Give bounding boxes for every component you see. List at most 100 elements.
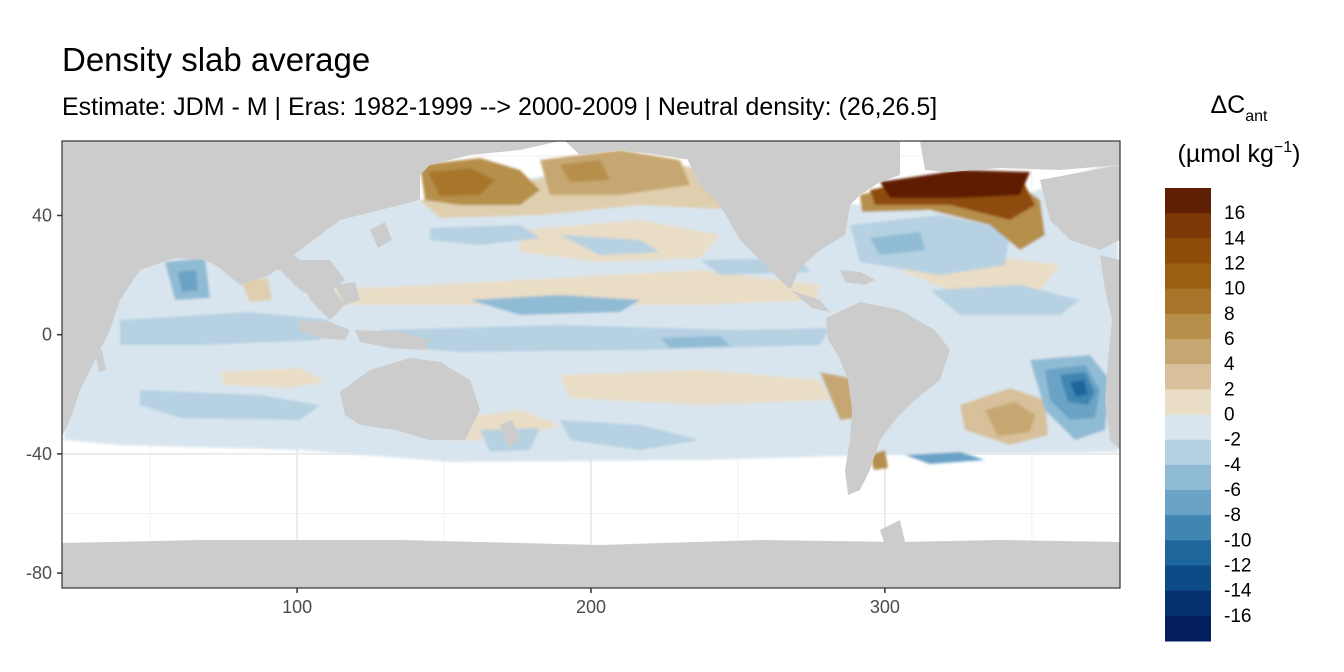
legend-label: 16 [1224,203,1245,224]
legend-swatch [1165,389,1211,415]
legend-label: 8 [1224,304,1235,325]
land-japan [370,222,392,248]
land-kamchatka [400,141,560,200]
land-madagascar [95,350,106,372]
x-tick-label: 200 [576,597,606,617]
chile-tan [820,372,856,420]
land-africa-north [62,141,420,436]
atlantic-sub-blue-2 [870,232,925,255]
legend-title-main: ΔC [1210,91,1245,119]
land-new-zealand [500,420,520,448]
npac-mid [560,160,610,182]
legend-swatch [1165,213,1211,239]
land-alaska [565,141,700,160]
legend-label: -2 [1224,430,1241,451]
npac-tan-east [540,150,690,195]
legend-swatch [1165,565,1211,592]
chart-subtitle: Estimate: JDM - M | Eras: 1982-1999 --> … [62,93,938,121]
land-south-america [826,302,950,495]
land-caribbean [840,270,875,285]
land-antarctic-peninsula [880,520,905,545]
legend-swatch [1165,439,1211,466]
land-antarctica [62,540,1120,588]
land-indonesia-2 [355,330,430,350]
x-tick-label: 300 [870,597,900,617]
land-north-america [680,141,900,312]
land-greenland [920,141,1120,172]
atlantic-sub-blue [850,215,1010,275]
legend-label: 12 [1224,254,1245,275]
legend: ΔCant (µmol kg−1) 16 14 12 10 8 6 4 2 0 -2 -4 -6 -8 -… [1165,91,1300,642]
arabian-blue-dark [178,270,198,292]
legend-label: -14 [1224,581,1252,602]
n-pacific-blue-2 [560,235,660,255]
legend-label: -12 [1224,556,1251,577]
legend-swatch [1165,414,1211,441]
south-atlantic-east-core [1070,380,1088,397]
legend-swatch [1165,515,1211,541]
legend-unit-sup: −1 [1274,139,1292,156]
legend-swatch [1165,615,1211,642]
legend-unit-suffix: ) [1292,140,1300,168]
legend-swatch [1165,464,1211,491]
natl-brown-core [880,170,1030,198]
legend-label: -16 [1224,606,1251,627]
legend-swatch [1165,313,1211,340]
land-indonesia-1 [300,320,350,340]
legend-swatch [1165,540,1211,566]
legend-swatch [1165,490,1211,516]
map-panel [62,141,1120,588]
npac-brown-dark [428,168,495,196]
y-tick-label: -40 [26,444,52,464]
legend-label: -4 [1224,455,1241,476]
s-pacific-blue [560,420,700,450]
atlantic-trop-blue [930,285,1080,315]
land [62,141,1120,588]
y-tick-label: 40 [32,206,52,226]
y-tick-label: -80 [26,563,52,583]
n-pacific-blue [430,225,540,245]
legend-title-sub: ant [1245,108,1268,125]
legend-label: 2 [1224,379,1235,400]
south-indian-tan [220,368,325,388]
southern-edge-blue [905,452,985,464]
legend-title: ΔCant [1210,91,1268,125]
legend-label: 10 [1224,279,1245,300]
south-atlantic-tan-2 [985,402,1035,436]
x-tick-label: 100 [282,597,312,617]
legend-swatch [1165,263,1211,290]
legend-label: 0 [1224,405,1235,426]
legend-label: 4 [1224,354,1235,375]
land-australia [340,358,480,440]
land-indochina [300,275,345,320]
legend-label: 14 [1224,228,1246,249]
y-tick-label: 0 [42,325,52,345]
south-pacific-tan [560,370,830,405]
legend-label: 6 [1224,329,1235,350]
legend-unit-prefix: (µmol kg [1178,140,1274,168]
chart-title: Density slab average [62,41,371,78]
pacific-subtropical-tan-2 [330,270,820,305]
eq-pacific-blue-2 [470,295,640,315]
legend-label: -8 [1224,505,1241,526]
land-europe [1040,165,1120,250]
axis-ticks [57,214,886,593]
legend-label: -6 [1224,480,1241,501]
land-philippines [335,282,360,305]
legend-swatch [1165,288,1211,315]
legend-swatch [1165,188,1211,214]
arabian-tan [240,278,272,302]
legend-label: -10 [1224,530,1251,551]
land-africa-east [1100,255,1120,450]
legend-swatch [1165,590,1211,617]
indian-blue-2 [140,390,320,420]
indian-blue [120,312,330,345]
legend-swatch [1165,339,1211,365]
legend-labels: 16 14 12 10 8 6 4 2 0 -2 -4 -6 -8 -10 -12 -14 -16 [1224,203,1252,627]
legend-swatch [1165,364,1211,390]
eq-pacific-dark [660,336,730,348]
legend-colorbar [1165,188,1211,642]
legend-swatch [1165,238,1211,264]
